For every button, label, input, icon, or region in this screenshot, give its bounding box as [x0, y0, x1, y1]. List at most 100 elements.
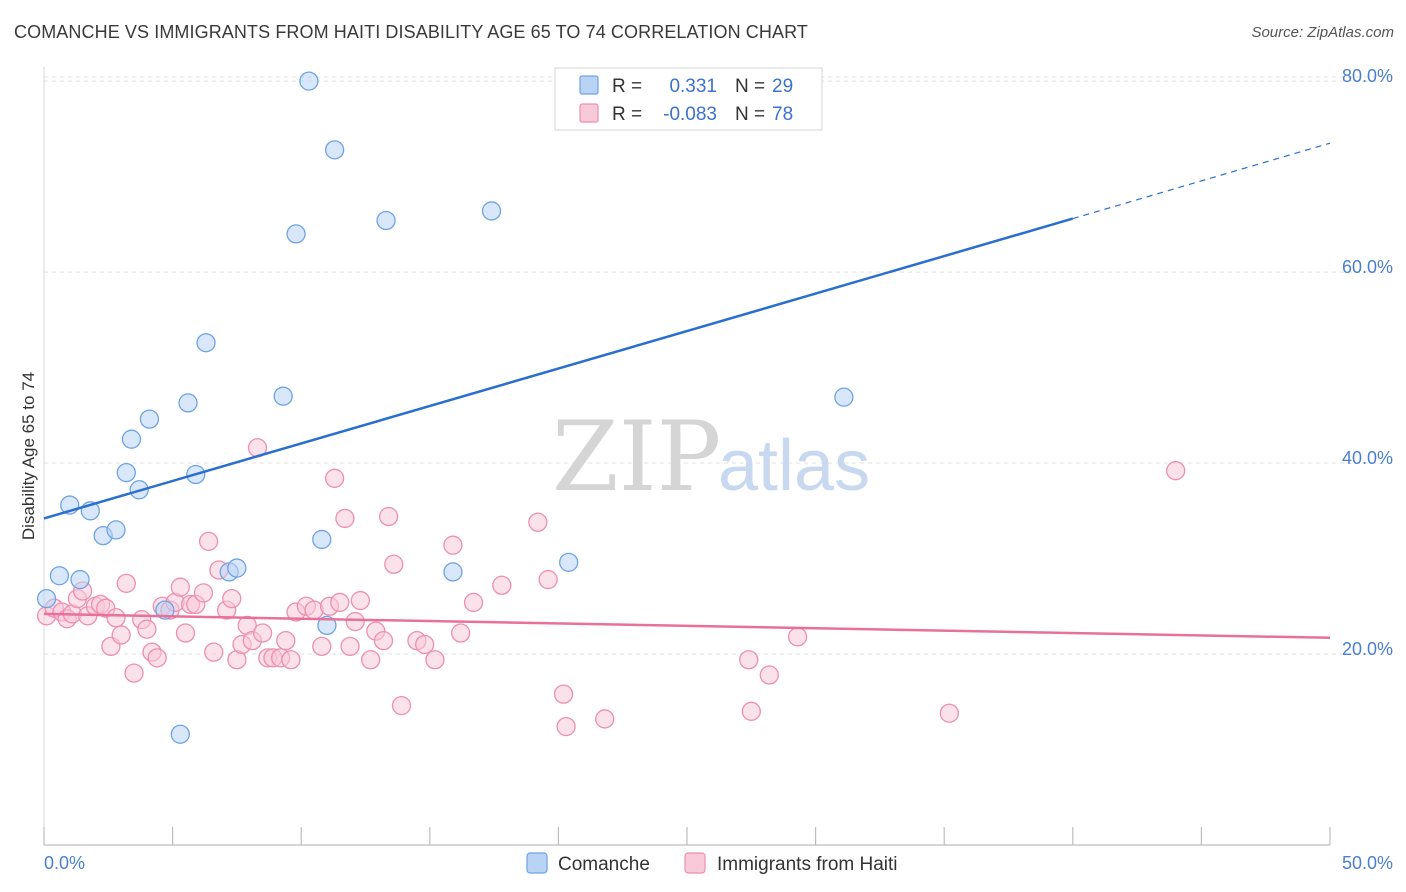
point-haiti-12: [106, 608, 126, 628]
point-haiti-73: [739, 650, 759, 670]
point-comanche-6: [106, 520, 126, 540]
point-haiti-74: [741, 701, 761, 721]
point-comanche-21: [312, 529, 332, 550]
point-haiti-54: [350, 590, 371, 611]
point-comanche-0: [36, 588, 57, 609]
watermark: ZIP atlas: [552, 401, 870, 513]
point-comanche-17: [227, 558, 247, 578]
point-haiti-76: [787, 627, 808, 647]
point-comanche-23: [324, 140, 345, 160]
point-haiti-67: [492, 575, 512, 595]
legend-n-value-haiti: 78: [772, 104, 793, 125]
x-tick-label-min: 0.0%: [44, 853, 85, 873]
point-haiti-59: [384, 554, 404, 574]
point-haiti-70: [553, 684, 574, 704]
point-comanche-19: [286, 224, 306, 244]
correlation-legend: R = 0.331 N = 29 R = -0.083 N = 78: [554, 67, 823, 131]
legend-n-label-comanche: N =: [735, 76, 765, 97]
point-haiti-63: [425, 650, 445, 670]
point-comanche-20: [299, 71, 319, 91]
point-haiti-71: [556, 716, 576, 737]
point-haiti-47: [312, 636, 332, 657]
y-tick-label-80: 80.0%: [1342, 66, 1393, 86]
x-tick-label-max: 50.0%: [1342, 853, 1393, 873]
series-legend-label-comanche: Comanche: [558, 854, 650, 875]
point-comanche-25: [443, 562, 463, 582]
point-haiti-19: [147, 648, 167, 668]
point-haiti-15: [124, 663, 144, 683]
point-comanche-7: [116, 462, 136, 483]
legend-box: [554, 67, 823, 131]
point-comanche-27: [559, 552, 579, 573]
legend-r-value-haiti: -0.083: [663, 104, 717, 125]
point-haiti-55: [360, 650, 381, 670]
point-haiti-50: [330, 592, 350, 613]
point-haiti-14: [116, 573, 136, 594]
legend-swatch-haiti: [579, 103, 599, 123]
legend-r-label-comanche: R =: [612, 76, 642, 97]
legend-r-value-comanche: 0.331: [669, 76, 717, 97]
point-haiti-60: [391, 695, 412, 716]
trend-line-comanche-extension: [1072, 142, 1331, 220]
point-haiti-77: [939, 703, 959, 723]
chart-title: COMANCHE VS IMMIGRANTS FROM HAITI DISABI…: [14, 22, 808, 42]
legend-n-value-comanche: 29: [772, 76, 793, 97]
point-haiti-52: [340, 636, 360, 657]
point-comanche-26: [481, 201, 502, 221]
point-haiti-69: [538, 569, 558, 590]
x-axis-ticks: [43, 827, 1331, 845]
y-tick-label-40: 40.0%: [1342, 448, 1393, 468]
point-haiti-42: [276, 631, 296, 651]
point-comanche-24: [376, 210, 396, 231]
point-comanche-1: [49, 566, 70, 586]
point-haiti-28: [198, 531, 219, 551]
point-haiti-62: [415, 634, 435, 655]
trend-line-haiti: [43, 612, 1331, 640]
point-haiti-13: [111, 625, 131, 645]
point-haiti-75: [759, 665, 779, 685]
point-comanche-12: [170, 724, 190, 744]
point-haiti-78: [1166, 461, 1186, 481]
y-axis-tick-labels: 20.0% 40.0% 60.0% 80.0%: [1342, 66, 1393, 659]
point-comanche-18: [273, 386, 293, 406]
point-haiti-53: [345, 611, 365, 632]
point-comanche-8: [121, 429, 142, 449]
point-haiti-29: [204, 642, 224, 662]
point-haiti-51: [335, 508, 355, 529]
point-comanche-10: [139, 409, 160, 429]
point-haiti-24: [175, 623, 196, 643]
source-credit: Source: ZipAtlas.com: [1251, 24, 1394, 41]
y-tick-label-60: 60.0%: [1342, 257, 1393, 277]
legend-n-label-haiti: N =: [735, 104, 765, 125]
legend-r-label-haiti: R =: [612, 104, 642, 125]
point-haiti-38: [252, 623, 273, 643]
trend-line-comanche: [43, 217, 1074, 520]
point-comanche-11: [155, 600, 175, 620]
point-haiti-66: [463, 592, 484, 613]
axes: [43, 67, 1331, 846]
point-haiti-32: [222, 588, 242, 609]
point-haiti-68: [528, 512, 548, 532]
series-legend-swatch-haiti: [684, 852, 706, 874]
point-haiti-64: [443, 535, 463, 555]
point-haiti-65: [451, 623, 471, 643]
point-comanche-22: [317, 615, 337, 636]
watermark-zip: ZIP: [552, 401, 721, 513]
point-haiti-58: [378, 506, 399, 527]
point-haiti-43: [281, 650, 301, 670]
point-haiti-49: [324, 468, 345, 488]
point-haiti-27: [193, 583, 214, 603]
y-axis-label: Disability Age 65 to 74: [19, 372, 38, 540]
point-haiti-72: [595, 709, 615, 729]
point-comanche-3: [70, 569, 90, 590]
legend-swatch-comanche: [579, 75, 599, 95]
point-haiti-17: [137, 619, 157, 639]
series-haiti-points: [36, 438, 1186, 737]
trend-lines: [43, 142, 1331, 640]
y-tick-label-20: 20.0%: [1342, 639, 1393, 659]
watermark-atlas: atlas: [718, 426, 870, 506]
series-comanche-points: [36, 71, 854, 744]
point-comanche-15: [196, 333, 216, 353]
series-legend-swatch-comanche: [526, 852, 548, 874]
